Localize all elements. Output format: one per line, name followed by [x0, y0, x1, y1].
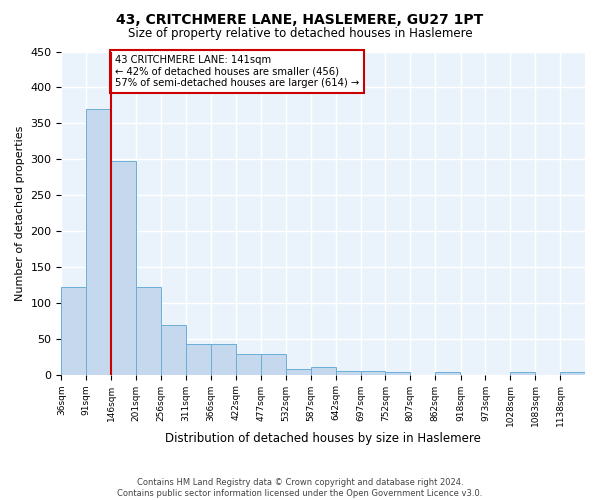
Text: 43, CRITCHMERE LANE, HASLEMERE, GU27 1PT: 43, CRITCHMERE LANE, HASLEMERE, GU27 1PT	[116, 12, 484, 26]
Bar	[211, 344, 236, 374]
Bar	[361, 371, 385, 374]
Bar	[61, 287, 86, 374]
Bar	[286, 369, 311, 374]
Bar	[435, 372, 460, 374]
Text: Size of property relative to detached houses in Haslemere: Size of property relative to detached ho…	[128, 28, 472, 40]
Bar	[560, 372, 585, 374]
Text: Contains HM Land Registry data © Crown copyright and database right 2024.
Contai: Contains HM Land Registry data © Crown c…	[118, 478, 482, 498]
Bar	[186, 344, 211, 374]
Bar	[161, 325, 186, 374]
Y-axis label: Number of detached properties: Number of detached properties	[15, 126, 25, 300]
Bar	[136, 287, 161, 374]
Bar	[111, 162, 136, 374]
Bar	[86, 109, 111, 374]
Bar	[511, 372, 535, 374]
Bar	[311, 368, 335, 374]
Text: 43 CRITCHMERE LANE: 141sqm
← 42% of detached houses are smaller (456)
57% of sem: 43 CRITCHMERE LANE: 141sqm ← 42% of deta…	[115, 55, 359, 88]
Bar	[385, 372, 410, 374]
X-axis label: Distribution of detached houses by size in Haslemere: Distribution of detached houses by size …	[165, 432, 481, 445]
Bar	[335, 371, 361, 374]
Bar	[236, 354, 261, 374]
Bar	[261, 354, 286, 374]
